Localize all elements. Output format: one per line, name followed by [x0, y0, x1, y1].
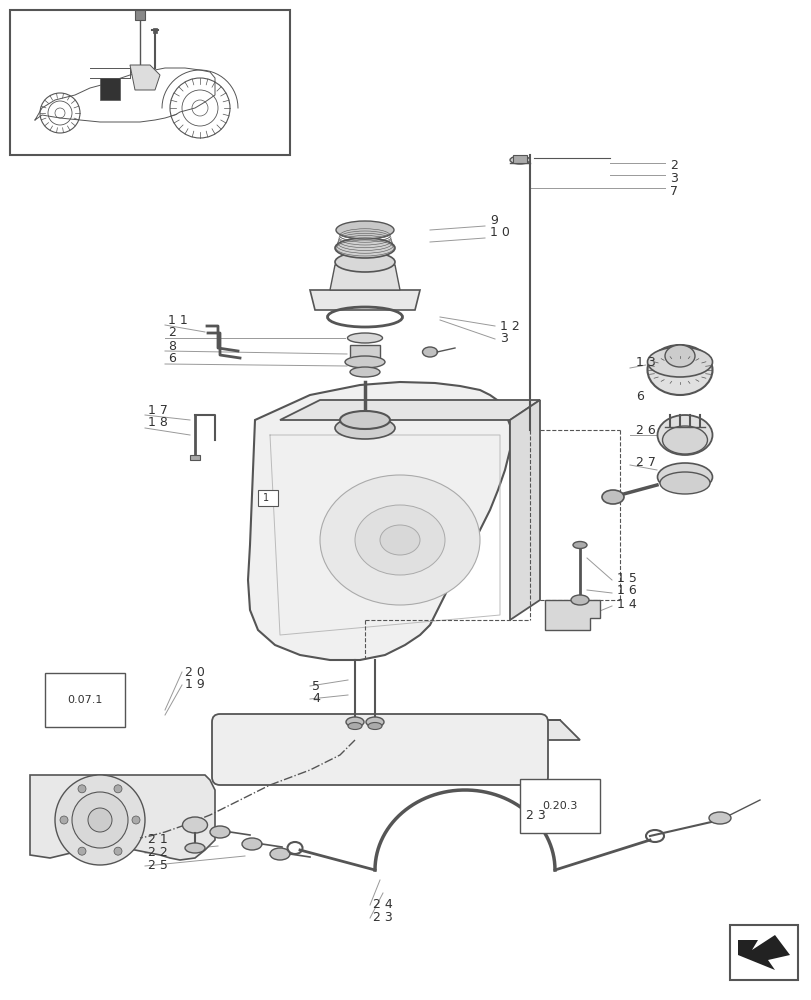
Ellipse shape — [662, 426, 706, 454]
Circle shape — [72, 792, 128, 848]
FancyBboxPatch shape — [212, 714, 547, 785]
Text: 1: 1 — [263, 493, 268, 503]
Circle shape — [88, 808, 112, 832]
Ellipse shape — [422, 347, 437, 357]
Ellipse shape — [659, 472, 709, 494]
Text: 2 7: 2 7 — [635, 456, 655, 470]
Polygon shape — [329, 265, 400, 290]
Text: 1 6: 1 6 — [616, 584, 636, 597]
Polygon shape — [280, 400, 539, 420]
Text: 9: 9 — [489, 214, 497, 227]
Polygon shape — [544, 600, 599, 630]
Text: 6: 6 — [635, 389, 643, 402]
Text: 1 2: 1 2 — [500, 320, 519, 332]
Circle shape — [114, 847, 122, 855]
Ellipse shape — [646, 345, 711, 395]
Polygon shape — [737, 935, 789, 970]
Text: 1 4: 1 4 — [616, 597, 636, 610]
Text: 8: 8 — [168, 340, 176, 353]
Ellipse shape — [657, 415, 711, 455]
Ellipse shape — [347, 333, 382, 343]
Text: 2 6: 2 6 — [635, 424, 655, 436]
Text: 2: 2 — [669, 159, 677, 172]
Circle shape — [78, 785, 86, 793]
Text: 2 0: 2 0 — [185, 666, 204, 678]
Polygon shape — [247, 382, 509, 660]
Ellipse shape — [350, 367, 380, 377]
Text: 3: 3 — [669, 172, 677, 185]
Ellipse shape — [380, 525, 419, 555]
Ellipse shape — [345, 356, 384, 368]
Ellipse shape — [340, 411, 389, 429]
Polygon shape — [310, 290, 419, 310]
Text: 2 3: 2 3 — [372, 911, 393, 924]
Polygon shape — [100, 78, 120, 100]
Text: 1 1: 1 1 — [168, 314, 187, 326]
Ellipse shape — [646, 347, 711, 377]
Bar — [258, 490, 277, 506]
Ellipse shape — [182, 817, 208, 833]
Ellipse shape — [185, 843, 204, 853]
Circle shape — [114, 785, 122, 793]
Text: 1 0: 1 0 — [489, 227, 509, 239]
Ellipse shape — [657, 463, 711, 491]
Bar — [135, 10, 145, 20]
Text: 1 3: 1 3 — [635, 357, 655, 369]
Text: 0.07.1: 0.07.1 — [67, 695, 102, 705]
Bar — [10, 10, 290, 155]
Text: 7: 7 — [669, 185, 677, 198]
Ellipse shape — [348, 722, 362, 730]
Ellipse shape — [270, 848, 290, 860]
Text: 2 4: 2 4 — [372, 898, 393, 911]
Circle shape — [55, 775, 145, 865]
Ellipse shape — [570, 595, 588, 605]
Bar — [350, 345, 380, 359]
Ellipse shape — [242, 838, 262, 850]
Polygon shape — [509, 400, 539, 620]
Text: 3: 3 — [500, 332, 507, 346]
Ellipse shape — [509, 156, 530, 164]
Ellipse shape — [367, 722, 381, 730]
Text: 1 8: 1 8 — [148, 416, 168, 430]
Bar — [190, 455, 200, 460]
Text: 0.20.3: 0.20.3 — [542, 801, 577, 811]
Polygon shape — [30, 775, 215, 860]
Circle shape — [60, 816, 68, 824]
Circle shape — [78, 847, 86, 855]
Text: 1 5: 1 5 — [616, 572, 636, 584]
Bar — [513, 155, 526, 163]
Text: 1 7: 1 7 — [148, 403, 168, 416]
Ellipse shape — [335, 252, 394, 272]
Text: 1 9: 1 9 — [185, 678, 204, 692]
Text: 2 2: 2 2 — [148, 846, 168, 859]
Ellipse shape — [336, 221, 393, 239]
Text: 2 3: 2 3 — [526, 809, 545, 822]
Ellipse shape — [601, 490, 623, 504]
Bar — [152, 28, 157, 33]
Text: 2: 2 — [168, 326, 176, 340]
Ellipse shape — [366, 717, 384, 727]
Ellipse shape — [320, 475, 479, 605]
Polygon shape — [215, 720, 579, 740]
Text: 6: 6 — [168, 353, 176, 365]
Circle shape — [132, 816, 139, 824]
Ellipse shape — [664, 345, 694, 367]
Text: 2 5: 2 5 — [148, 859, 168, 872]
Polygon shape — [130, 65, 160, 90]
Text: 2 1: 2 1 — [148, 833, 168, 846]
Ellipse shape — [354, 505, 444, 575]
Ellipse shape — [335, 417, 394, 439]
Bar — [729, 925, 797, 980]
Text: 4: 4 — [311, 692, 320, 706]
Ellipse shape — [345, 717, 363, 727]
Ellipse shape — [335, 238, 394, 258]
Ellipse shape — [573, 542, 586, 548]
Ellipse shape — [708, 812, 730, 824]
Ellipse shape — [210, 826, 230, 838]
Text: 5: 5 — [311, 680, 320, 692]
